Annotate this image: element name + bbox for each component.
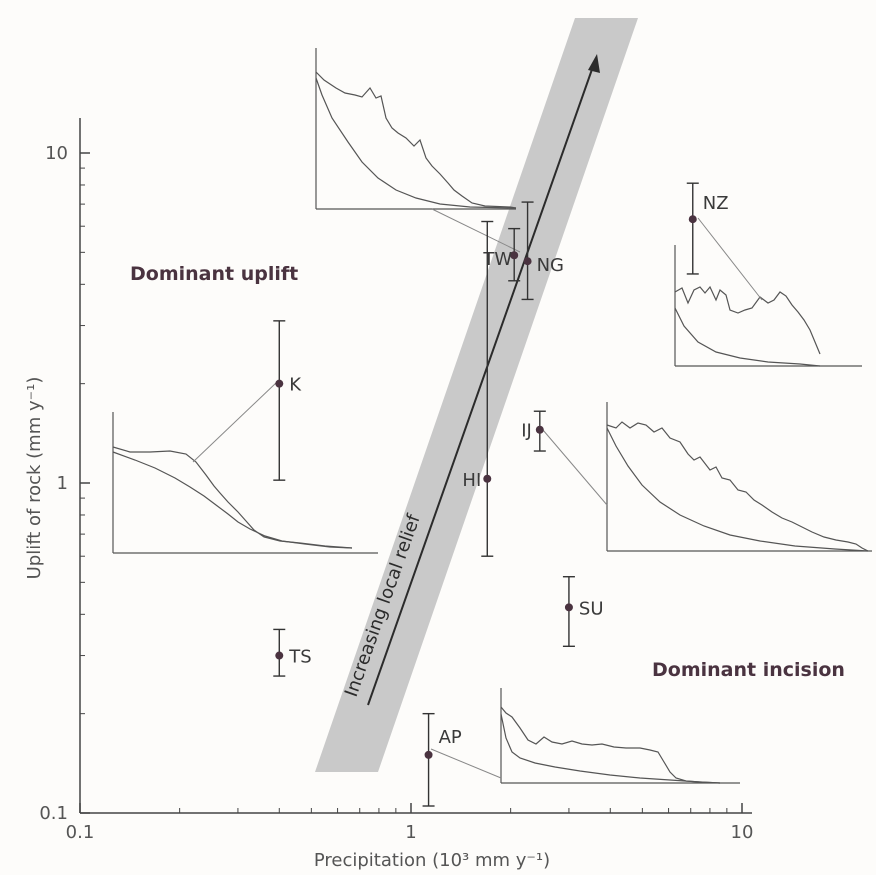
dominant-uplift-label: Dominant uplift [130,263,298,285]
data-point-su [564,603,573,612]
data-point-k [275,379,284,388]
profile-inset-k [112,381,378,554]
x-tick-label: 0.1 [66,822,95,843]
point-label-ap: AP [439,727,462,748]
y-axis-title: Uplift of rock (mm y⁻¹) [24,377,45,580]
point-label-hi: HI [462,470,481,491]
x-tick-label: 1 [405,822,416,843]
data-point-ts [275,651,284,660]
data-point-ng [523,257,532,266]
y-tick-label: 10 [45,143,68,164]
x-axis-title: Precipitation (10³ mm y⁻¹) [314,850,550,871]
point-label-ng: NG [537,255,564,276]
relief-arrow [367,57,597,706]
y-tick-label: 1 [57,473,68,494]
relief-arrowhead [588,54,600,73]
data-point-hi [483,474,492,483]
profile-inset-ap [430,688,740,784]
y-tick-label: 0.1 [39,803,68,824]
point-label-tw: TW [482,249,512,270]
x-tick-label: 10 [731,822,754,843]
data-point-ij [535,425,544,434]
data-point-tw [510,251,519,260]
profile-inset-nz [674,217,862,367]
point-label-k: K [289,375,302,396]
dominant-incision-label: Dominant incision [652,659,845,681]
point-label-su: SU [579,598,604,619]
point-label-ts: TS [288,647,311,668]
data-point-nz [688,215,697,224]
profile-inset-ij [542,402,872,552]
point-label-nz: NZ [703,193,729,214]
data-point-ap [424,750,433,759]
point-label-ij: IJ [521,421,532,442]
profile-inset-top [315,48,521,253]
